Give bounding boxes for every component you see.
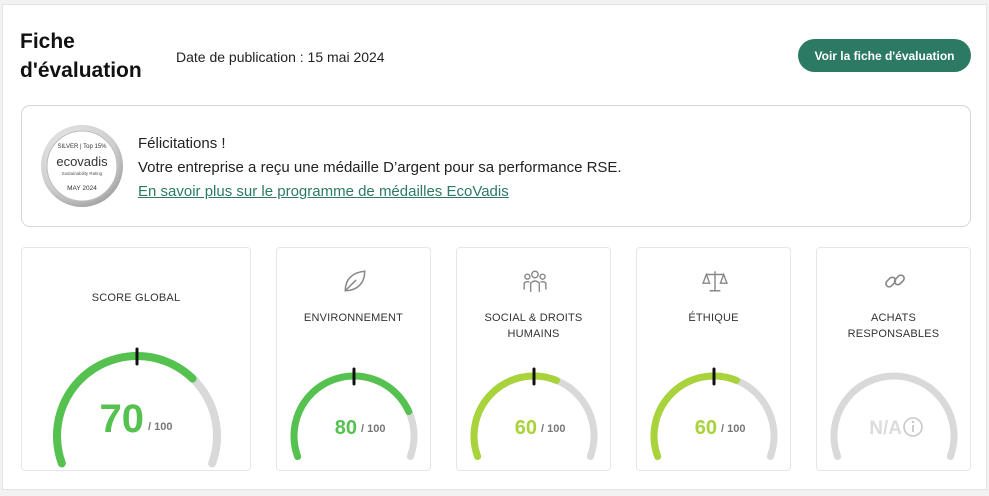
score-gauge: 60 / 100	[650, 367, 778, 461]
score-gauge: 80 / 100	[290, 367, 418, 461]
ecovadis-medal-icon: SILVER | Top 15% ecovadis Sustainability…	[41, 125, 123, 207]
gauge-fill	[470, 372, 560, 461]
score-card-label: ACHATS RESPONSABLES	[847, 312, 940, 340]
score-value: 60	[515, 417, 537, 439]
score-gauge: 60 / 100	[470, 367, 598, 461]
medal-message: Félicitations ! Votre entreprise a reçu …	[138, 132, 622, 204]
medal-brand-text: ecovadis	[56, 154, 108, 169]
score-card-score-global: SCORE GLOBAL 70/ 100	[21, 247, 251, 471]
score-gauge: 70/ 100	[53, 347, 221, 468]
page-title: Fiche d'évaluation	[20, 30, 142, 82]
score-max: / 100	[361, 423, 385, 435]
score-card-achats-responsables: ACHATS RESPONSABLES N/A	[816, 247, 971, 471]
medal-description: Votre entreprise a reçu une médaille D’a…	[138, 159, 622, 176]
score-max: / 100	[541, 423, 565, 435]
score-max: / 100	[148, 421, 172, 433]
medal-program-link[interactable]: En savoir plus sur le programme de médai…	[138, 183, 509, 200]
link-icon	[884, 274, 905, 288]
score-card-label: ENVIRONNEMENT	[303, 312, 404, 324]
gauge-fill	[53, 352, 197, 468]
score-card-social-droits-humains: SOCIAL & DROITS HUMAINS 60 / 100	[456, 247, 611, 471]
score-card-environnement: ENVIRONNEMENT 80 / 100	[276, 247, 431, 471]
people-icon	[522, 270, 547, 292]
score-card-éthique: ÉTHIQUE 60 / 100	[636, 247, 791, 471]
medal-banner: SILVER | Top 15% ecovadis Sustainability…	[21, 105, 971, 227]
gauge-fill	[290, 372, 413, 461]
gauge-fill	[650, 372, 740, 461]
score-card-label: SCORE GLOBAL	[91, 292, 181, 304]
scales-icon	[701, 271, 728, 292]
congrats-text: Félicitations !	[138, 135, 226, 152]
score-max: / 100	[721, 423, 745, 435]
leaf-icon	[343, 270, 366, 292]
score-gauge: N/A	[830, 372, 958, 461]
publication-date: Date de publication : 15 mai 2024	[176, 49, 385, 65]
score-value: N/A	[869, 418, 902, 439]
medal-top-text: SILVER | Top 15%	[57, 144, 107, 150]
medal-date-text: MAY 2024	[67, 185, 97, 192]
score-value: 80	[335, 417, 357, 439]
score-value: 60	[695, 417, 717, 439]
score-card-label: SOCIAL & DROITS HUMAINS	[484, 312, 583, 340]
medal-sub-text: Sustainability Rating	[62, 171, 103, 176]
view-scorecard-button[interactable]: Voir la fiche d'évaluation	[798, 39, 971, 72]
info-icon[interactable]	[903, 417, 923, 437]
score-value: 70	[100, 397, 145, 441]
score-card-label: ÉTHIQUE	[688, 312, 739, 324]
gauge-track	[830, 372, 958, 461]
